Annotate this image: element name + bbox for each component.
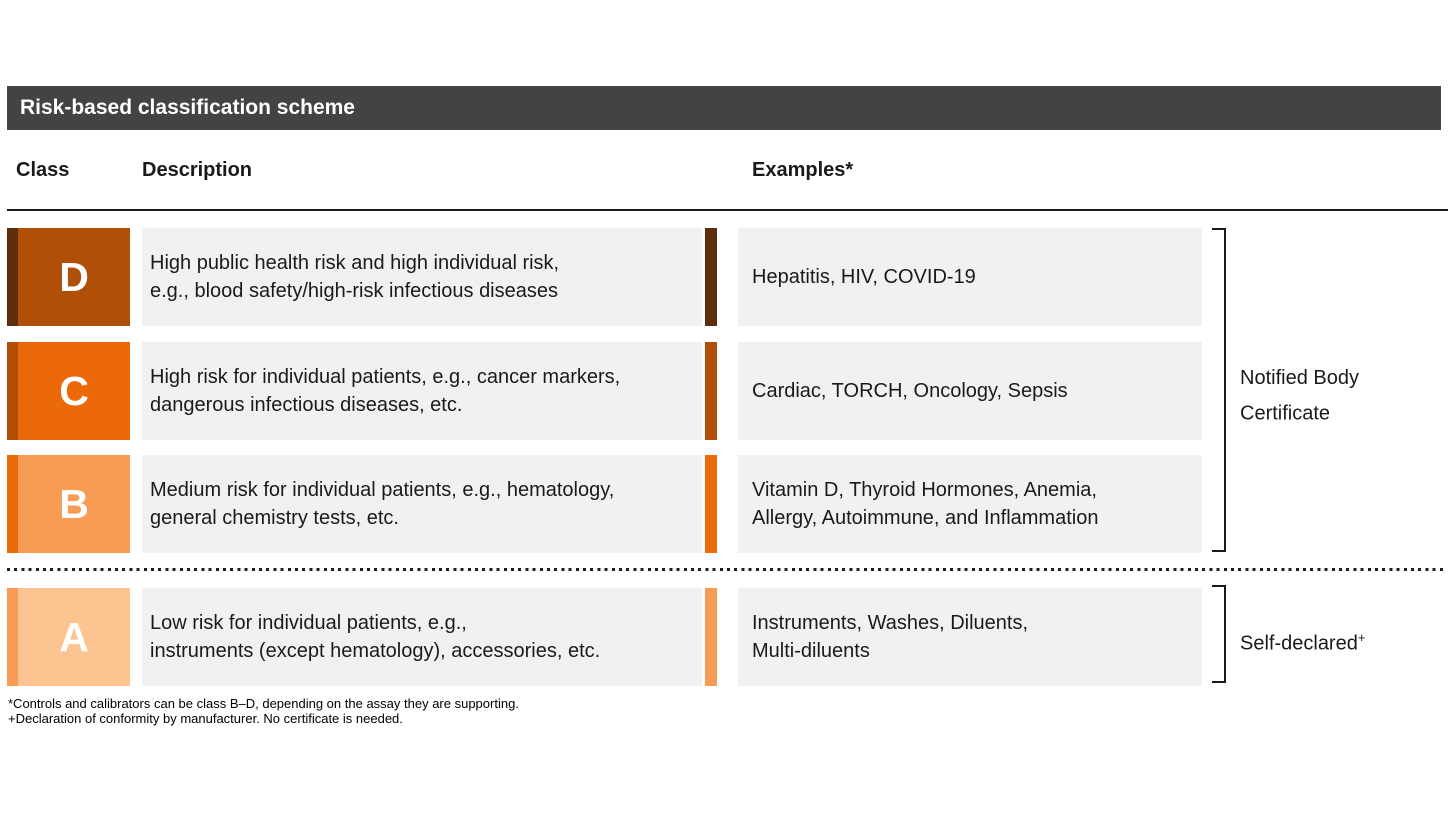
notified-body-certificate-label: Notified Body Certificate — [1240, 364, 1415, 429]
class-c-badge: C — [18, 342, 130, 440]
class-b-examples: Vitamin D, Thyroid Hormones, Anemia, All… — [752, 479, 1099, 529]
self-declared-text: Self-declared — [1240, 632, 1358, 655]
class-d-description: High public health risk and high individ… — [150, 252, 560, 302]
class-d-accent-left — [7, 228, 18, 326]
class-d-description-box: High public health risk and high individ… — [142, 228, 702, 326]
class-d-examples-box: Hepatitis, HIV, COVID-19 — [738, 228, 1202, 326]
class-c-examples-box: Cardiac, TORCH, Oncology, Sepsis — [738, 342, 1202, 440]
notified-body-bracket — [1212, 228, 1226, 552]
class-c-description-box: High risk for individual patients, e.g.,… — [142, 342, 702, 440]
self-declared-bracket — [1212, 585, 1226, 683]
class-b-examples-box: Vitamin D, Thyroid Hormones, Anemia, All… — [738, 455, 1202, 553]
notified-body-certificate-text: Notified Body Certificate — [1240, 367, 1359, 425]
column-header-class: Class — [16, 159, 70, 181]
footnote-declaration-of-conformity: +Declaration of conformity by manufactur… — [8, 710, 403, 726]
class-a-examples-box: Instruments, Washes, Diluents, Multi-dil… — [738, 588, 1202, 686]
table-row-class-a: A Low risk for individual patients, e.g.… — [0, 588, 1448, 686]
header-divider-line — [7, 209, 1448, 211]
class-c-examples: Cardiac, TORCH, Oncology, Sepsis — [752, 380, 1068, 402]
self-declared-separator-dotted-line — [7, 568, 1444, 571]
footnote-controls-calibrators: *Controls and calibrators can be class B… — [8, 696, 519, 711]
class-a-letter: A — [59, 613, 89, 660]
self-declared-label: Self-declared+ — [1240, 623, 1440, 659]
class-a-examples: Instruments, Washes, Diluents, Multi-dil… — [752, 612, 1029, 662]
self-declared-superscript: + — [1357, 630, 1366, 645]
class-c-letter: C — [59, 367, 89, 414]
class-d-accent-right — [705, 228, 717, 326]
class-b-letter: B — [59, 480, 89, 527]
class-b-description-box: Medium risk for individual patients, e.g… — [142, 455, 702, 553]
class-a-description: Low risk for individual patients, e.g., … — [150, 612, 601, 662]
table-row-class-b: B Medium risk for individual patients, e… — [0, 455, 1448, 553]
class-a-accent-left — [7, 588, 18, 686]
class-a-description-box: Low risk for individual patients, e.g., … — [142, 588, 702, 686]
class-d-letter: D — [59, 253, 89, 300]
class-b-accent-right — [705, 455, 717, 553]
column-header-description: Description — [142, 159, 253, 181]
title-bar: Risk-based classification scheme — [7, 86, 1441, 130]
class-b-badge: B — [18, 455, 130, 553]
table-row-class-c: C High risk for individual patients, e.g… — [0, 342, 1448, 440]
column-header-examples: Examples* — [752, 159, 854, 181]
table-row-class-d: D High public health risk and high indiv… — [0, 228, 1448, 326]
class-c-description: High risk for individual patients, e.g.,… — [150, 366, 621, 416]
class-a-accent-right — [705, 588, 717, 686]
class-d-badge: D — [18, 228, 130, 326]
class-d-examples: Hepatitis, HIV, COVID-19 — [752, 266, 976, 288]
class-b-description: Medium risk for individual patients, e.g… — [150, 479, 615, 529]
footnotes-block: *Controls and calibrators can be class B… — [8, 696, 519, 726]
class-c-accent-left — [7, 342, 18, 440]
class-a-badge: A — [18, 588, 130, 686]
class-c-accent-right — [705, 342, 717, 440]
page-title: Risk-based classification scheme — [20, 96, 355, 119]
class-b-accent-left — [7, 455, 18, 553]
